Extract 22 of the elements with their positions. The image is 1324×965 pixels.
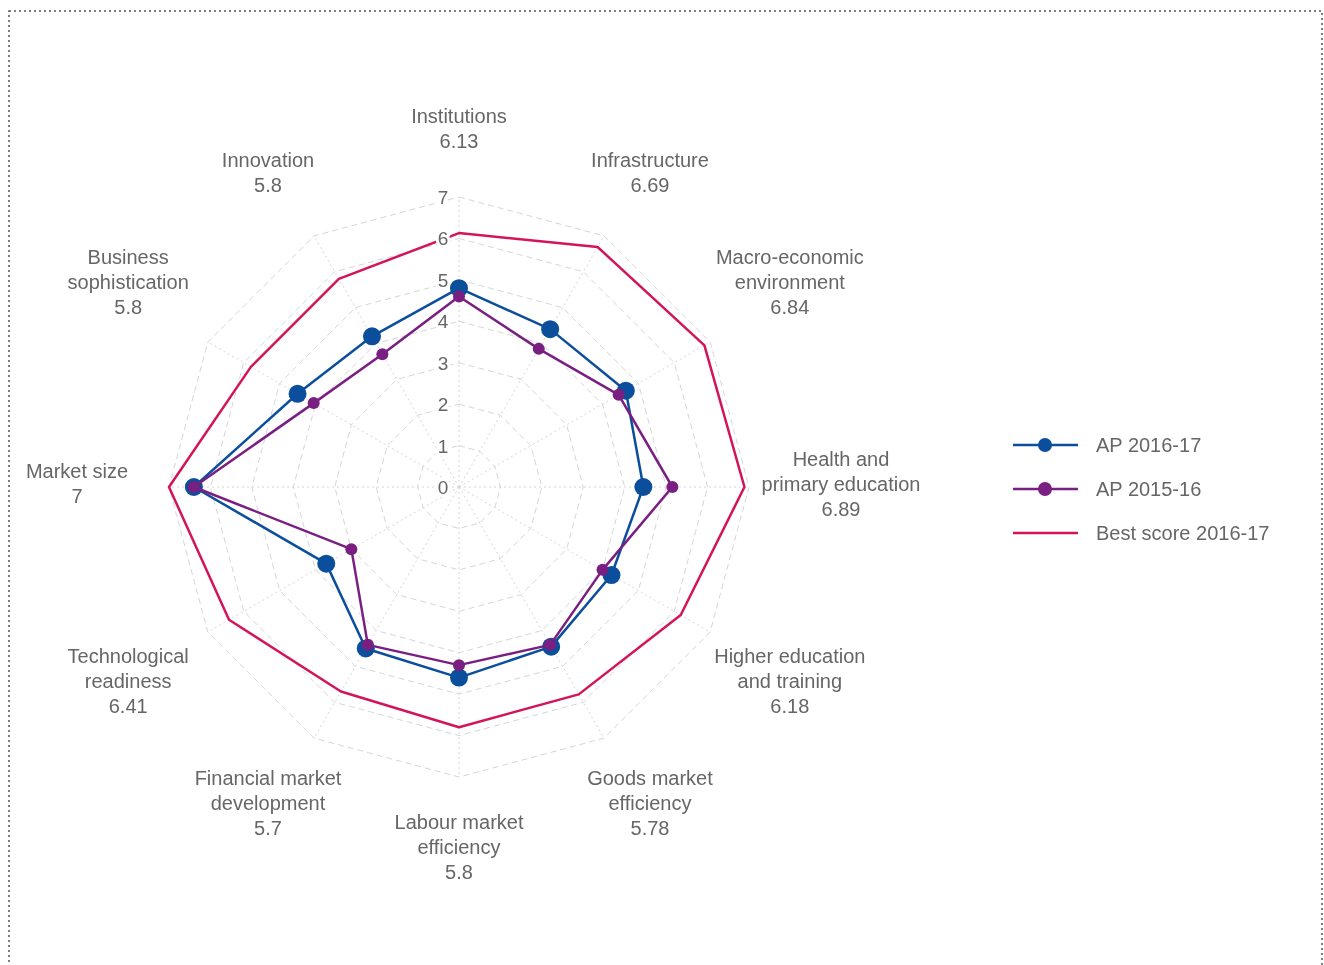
spoke-label: Business sophistication 5.8 (67, 246, 189, 318)
y-tick-label: 5 (437, 269, 449, 291)
spoke-label: Higher education and training 6.18 (714, 645, 866, 717)
spoke-label: Financial market development 5.7 (194, 766, 342, 839)
y-tick-label: 4 (437, 311, 449, 333)
spoke-label: Labour market efficiency 5.8 (394, 811, 524, 883)
spoke-label: Health and primary education 6.89 (761, 447, 921, 520)
y-tick-label: 2 (437, 394, 449, 416)
spoke-label: Technological readiness 6.41 (67, 645, 189, 717)
spoke-label: Institutions 6.13 (411, 105, 507, 152)
legend-label: Best score 2016-17 (1096, 522, 1270, 544)
legend-label: AP 2015-16 (1096, 478, 1202, 500)
spoke-label: Goods market efficiency 5.78 (587, 766, 714, 839)
y-tick-label: 1 (437, 435, 449, 457)
y-tick-label: 7 (437, 187, 449, 208)
y-tick-label: 3 (437, 352, 449, 374)
spoke-label: Macro-economic environment 6.84 (715, 246, 864, 318)
spoke-label: Infrastructure 6.69 (591, 149, 709, 197)
spoke-label: Market size 7 (25, 460, 129, 507)
spoke-label: Innovation 5.8 (221, 149, 315, 197)
y-tick-label: 0 (437, 477, 449, 498)
legend-label: AP 2016-17 (1096, 434, 1202, 456)
